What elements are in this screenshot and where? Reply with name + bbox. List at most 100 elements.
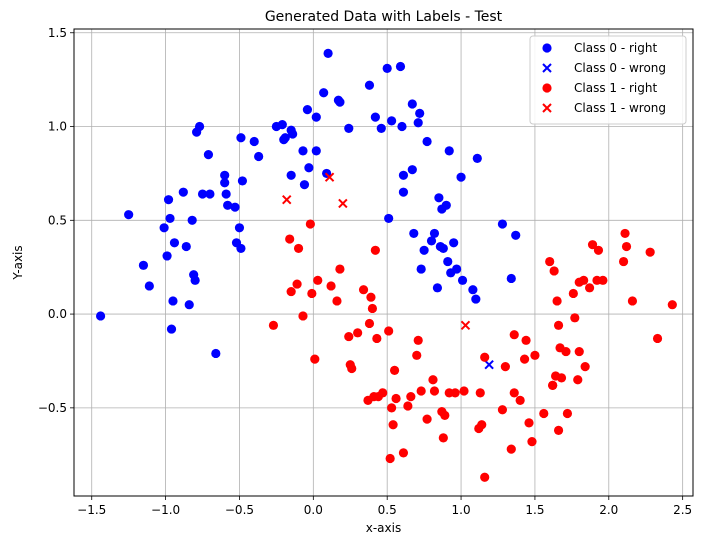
data-point bbox=[645, 247, 655, 257]
data-point bbox=[304, 163, 314, 173]
data-point bbox=[144, 281, 154, 291]
data-point bbox=[211, 348, 221, 359]
data-point bbox=[230, 202, 240, 212]
data-point bbox=[205, 189, 215, 199]
data-point bbox=[298, 311, 308, 321]
data-point bbox=[480, 352, 490, 362]
axis-ticks: −1.5 −1.0 −0.5 0.0 0.5 1.0 1.5 2.0 2.5 −0.5 0.0 0.5… bbox=[38, 26, 692, 517]
data-point bbox=[515, 395, 525, 405]
data-point bbox=[302, 105, 313, 115]
data-point bbox=[293, 243, 304, 254]
legend-item: Class 0 - right bbox=[542, 41, 657, 55]
data-point bbox=[530, 350, 540, 360]
data-point bbox=[389, 365, 400, 375]
data-point bbox=[178, 187, 188, 197]
data-point bbox=[194, 121, 205, 132]
data-point bbox=[398, 448, 409, 458]
data-point bbox=[407, 99, 417, 109]
data-point bbox=[347, 363, 357, 374]
data-point bbox=[220, 170, 230, 180]
data-point bbox=[358, 285, 369, 295]
data-point bbox=[539, 408, 549, 419]
data-point bbox=[311, 112, 321, 122]
data-point bbox=[378, 388, 388, 398]
data-point bbox=[168, 296, 178, 306]
data-point bbox=[254, 151, 264, 162]
x-tick-label: −1.0 bbox=[151, 503, 180, 517]
data-point bbox=[395, 61, 406, 72]
data-point bbox=[440, 410, 450, 420]
data-point bbox=[388, 420, 398, 430]
data-point bbox=[460, 320, 471, 331]
data-point bbox=[497, 219, 508, 229]
x-tick-label: −1.5 bbox=[77, 503, 106, 517]
data-point bbox=[187, 215, 197, 225]
x-tick-label: 1.0 bbox=[452, 503, 471, 517]
data-point bbox=[548, 380, 558, 390]
data-point bbox=[190, 275, 200, 285]
x-axis-label: x-axis bbox=[366, 521, 401, 535]
data-point bbox=[387, 403, 397, 413]
data-point bbox=[457, 275, 468, 285]
data-point bbox=[249, 136, 259, 147]
x-tick-label: 0.0 bbox=[304, 503, 323, 517]
legend-marker bbox=[542, 63, 552, 73]
data-point bbox=[236, 133, 246, 143]
legend-item: Class 1 - right bbox=[542, 81, 657, 95]
y-tick-label: 0.5 bbox=[48, 213, 67, 227]
data-point bbox=[344, 331, 354, 342]
data-point bbox=[398, 170, 409, 180]
data-point bbox=[286, 170, 296, 180]
data-point bbox=[545, 256, 555, 267]
data-point bbox=[573, 375, 583, 385]
data-point bbox=[311, 146, 321, 156]
data-point bbox=[376, 123, 386, 134]
data-point bbox=[422, 414, 432, 424]
data-point bbox=[237, 176, 248, 186]
data-point bbox=[335, 264, 345, 274]
x-tick-label: 2.5 bbox=[673, 503, 692, 517]
data-point bbox=[310, 354, 320, 364]
data-point bbox=[497, 405, 508, 415]
data-point bbox=[413, 118, 423, 128]
data-point bbox=[353, 328, 363, 338]
data-point bbox=[323, 48, 333, 58]
data-point bbox=[326, 281, 336, 291]
data-point bbox=[220, 178, 230, 188]
data-point bbox=[384, 326, 394, 336]
data-point bbox=[299, 180, 310, 190]
data-point bbox=[181, 241, 191, 252]
legend-marker bbox=[542, 43, 552, 53]
legend-label: Class 1 - wrong bbox=[574, 101, 666, 115]
data-point bbox=[364, 318, 375, 329]
data-point bbox=[484, 360, 494, 370]
data-point bbox=[286, 286, 296, 297]
data-point bbox=[416, 386, 426, 396]
x-tick-label: 2.0 bbox=[599, 503, 618, 517]
data-point bbox=[618, 256, 629, 267]
data-point bbox=[579, 275, 589, 285]
data-point bbox=[521, 335, 531, 345]
data-point bbox=[268, 320, 279, 330]
data-point bbox=[367, 303, 378, 314]
data-point bbox=[432, 283, 443, 293]
data-point bbox=[366, 292, 376, 302]
data-point bbox=[324, 172, 335, 182]
data-point bbox=[570, 313, 580, 323]
data-point bbox=[412, 350, 422, 360]
legend-label: Class 0 - wrong bbox=[574, 61, 666, 75]
data-point bbox=[429, 228, 440, 239]
data-point bbox=[562, 408, 573, 419]
data-point bbox=[138, 260, 149, 270]
data-point bbox=[428, 375, 438, 385]
data-point bbox=[407, 165, 417, 175]
data-point bbox=[553, 425, 564, 435]
data-point bbox=[403, 401, 413, 411]
data-point bbox=[471, 294, 481, 304]
data-point bbox=[593, 245, 604, 255]
data-point bbox=[184, 300, 194, 310]
data-point bbox=[667, 300, 677, 310]
data-point bbox=[584, 283, 595, 293]
data-point bbox=[441, 200, 451, 210]
